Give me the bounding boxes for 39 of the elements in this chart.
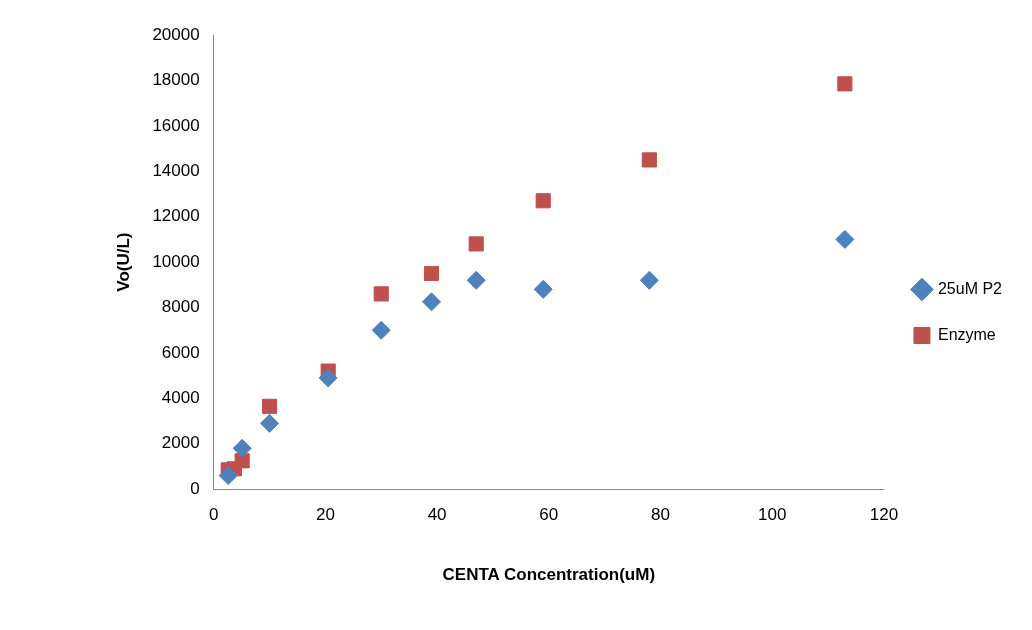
y-tick-label: 6000 bbox=[161, 342, 200, 362]
point bbox=[466, 270, 486, 290]
point bbox=[423, 265, 440, 282]
y-tick-label: 8000 bbox=[161, 297, 200, 317]
x-tick-label: 20 bbox=[315, 505, 335, 525]
y-tick-label: 4000 bbox=[161, 388, 200, 408]
x-tick-label: 80 bbox=[651, 505, 670, 525]
y-tick-label: 20000 bbox=[152, 24, 200, 44]
point bbox=[535, 193, 551, 209]
point bbox=[837, 76, 853, 92]
y-tick-label: 14000 bbox=[152, 160, 200, 180]
x-tick-label: 0 bbox=[208, 505, 219, 525]
point bbox=[835, 229, 855, 249]
y-tick-label: 2000 bbox=[161, 433, 200, 453]
y-tick-label: 18000 bbox=[152, 70, 200, 90]
x-tick-label: 40 bbox=[427, 505, 447, 525]
point bbox=[533, 279, 553, 299]
point bbox=[218, 466, 238, 486]
point bbox=[261, 398, 278, 414]
point bbox=[373, 286, 389, 302]
point bbox=[232, 438, 252, 458]
legend-label: 25uM P2 bbox=[937, 279, 1003, 297]
x-tick-label: 60 bbox=[539, 505, 559, 525]
y-tick-label: 16000 bbox=[152, 115, 200, 135]
point bbox=[260, 413, 280, 433]
x-axis-title: CENTA Concentration(uM) bbox=[442, 565, 656, 585]
point bbox=[318, 368, 338, 388]
y-axis-title: Vo(U/L) bbox=[113, 232, 133, 292]
point bbox=[641, 152, 657, 168]
y-tick-label: 10000 bbox=[152, 251, 200, 271]
point bbox=[468, 236, 484, 252]
point bbox=[371, 320, 391, 340]
y-tick-label: 0 bbox=[190, 478, 200, 498]
point bbox=[639, 270, 659, 290]
y-tick-label: 12000 bbox=[152, 206, 200, 226]
x-tick-label: 120 bbox=[869, 505, 899, 525]
legend-label: Enzyme bbox=[937, 325, 996, 343]
x-tick-label: 100 bbox=[758, 505, 787, 525]
point bbox=[422, 292, 442, 312]
